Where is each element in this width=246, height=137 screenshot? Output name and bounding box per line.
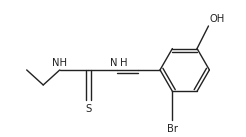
- Text: S: S: [85, 104, 92, 114]
- Text: Br: Br: [167, 124, 178, 134]
- Text: NH: NH: [52, 58, 67, 68]
- Text: H: H: [121, 58, 128, 68]
- Text: OH: OH: [210, 14, 225, 24]
- Text: N: N: [110, 58, 118, 68]
